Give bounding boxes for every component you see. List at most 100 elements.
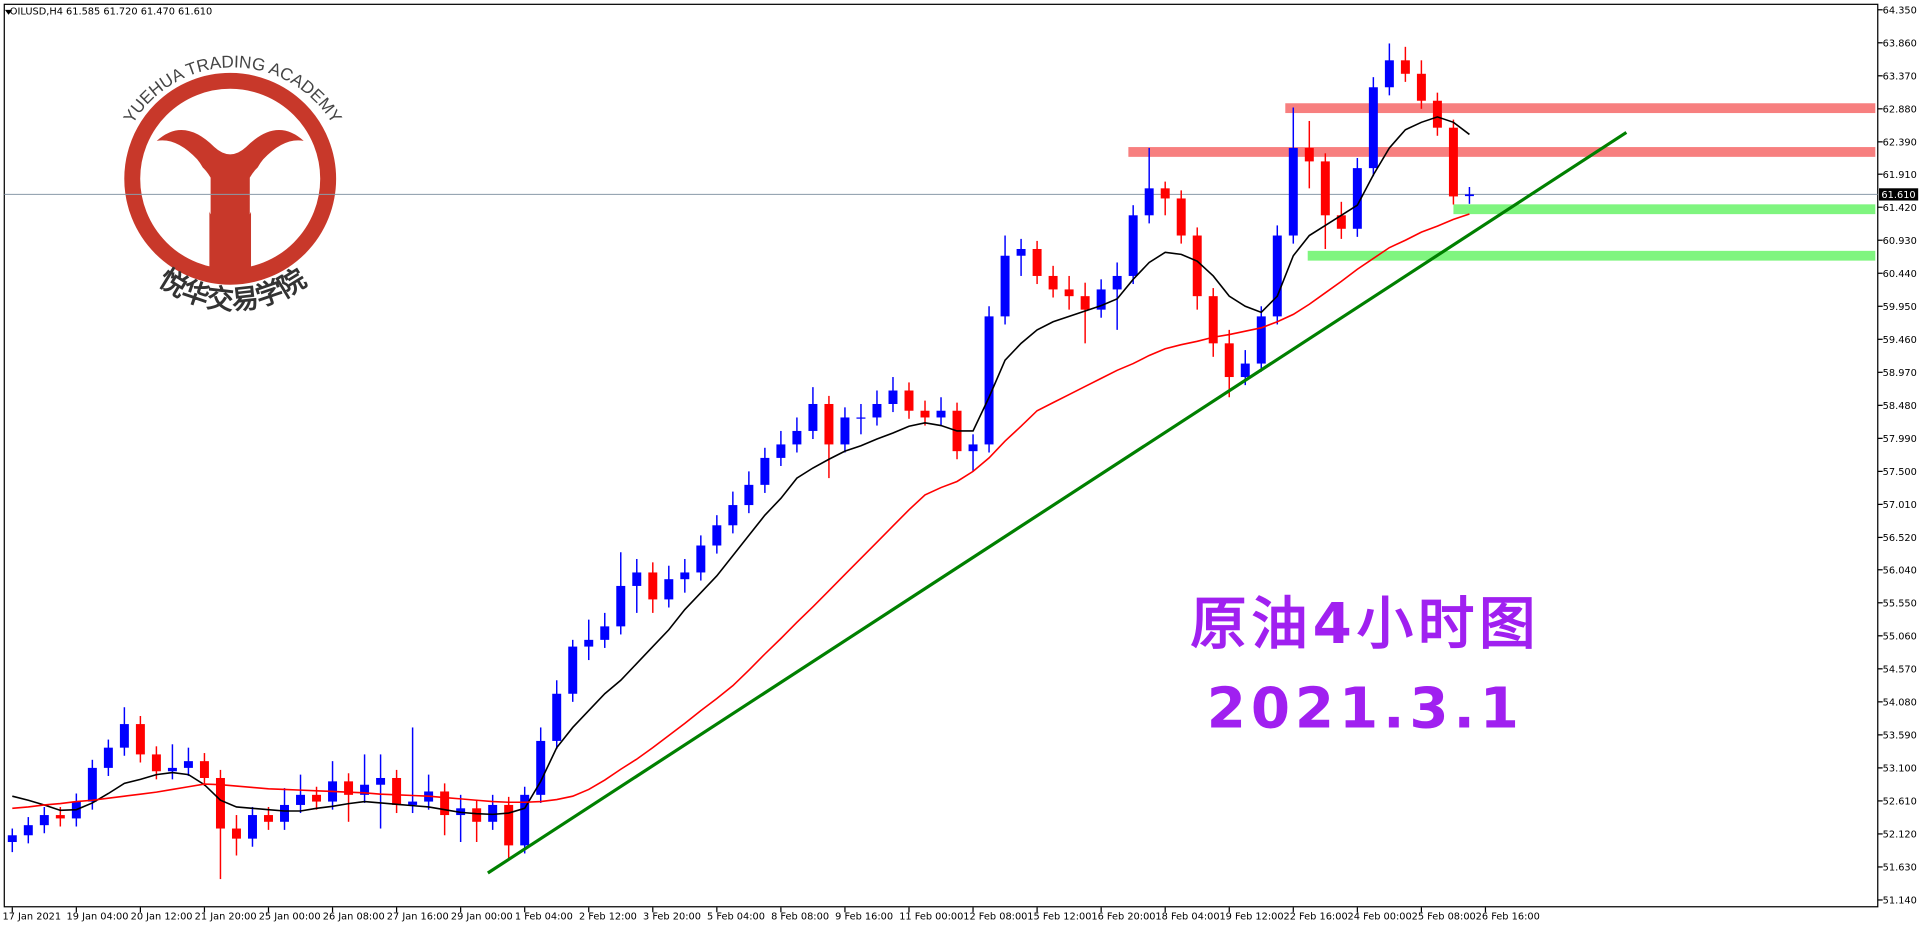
candle-body [696, 545, 706, 573]
header-arrow [4, 9, 13, 15]
candle-body [1256, 316, 1266, 364]
candle-body [824, 403, 834, 445]
candle-body [1048, 275, 1058, 290]
y-tick-label: 54.570 [1883, 664, 1917, 675]
current-price-tag [1878, 188, 1919, 201]
candle-body [183, 761, 193, 768]
x-tick-label: 9 Feb 16:00 [835, 912, 893, 923]
x-tick-label: 26 Jan 08:00 [323, 912, 385, 923]
y-tick-label: 51.140 [1883, 896, 1917, 907]
x-tick-label: 25 Feb 08:00 [1412, 912, 1476, 923]
candle-body [392, 777, 402, 805]
candle-body [840, 417, 850, 445]
candle-body [1176, 198, 1186, 236]
candle-body [1432, 100, 1442, 128]
candle-body [39, 815, 49, 826]
candle-body [1112, 275, 1122, 290]
candle-body [1464, 194, 1474, 197]
annotation: 原油4小时图 [1190, 592, 1540, 657]
candle-body [568, 646, 578, 694]
current-price-label: 61.610 [1881, 190, 1915, 201]
candle-body [247, 815, 257, 839]
candle-body [7, 835, 17, 843]
x-tick-label: 3 Feb 20:00 [643, 912, 701, 923]
candle-body [408, 801, 418, 805]
x-tick-label: 25 Jan 00:00 [259, 912, 321, 923]
x-tick-label: 2 Feb 12:00 [579, 912, 637, 923]
candle-body [888, 390, 898, 404]
candle-body [1240, 363, 1250, 378]
x-tick-label: 12 Feb 08:00 [963, 912, 1027, 923]
candle-body [1032, 248, 1042, 276]
candle-body [87, 767, 97, 802]
candle-body [103, 747, 113, 768]
candle-body [360, 784, 370, 795]
candle-body [1192, 235, 1202, 297]
x-tick-label: 18 Feb 04:00 [1155, 912, 1219, 923]
y-tick-label: 55.550 [1883, 598, 1917, 609]
candle-body [119, 724, 129, 748]
candle-body [167, 767, 177, 772]
y-tick-label: 57.990 [1883, 434, 1917, 445]
candle-body [792, 430, 802, 445]
candle-body [632, 572, 642, 586]
trend-line [486, 131, 1628, 875]
y-tick-label: 62.390 [1883, 138, 1917, 149]
candle-body [664, 579, 674, 600]
y-tick-label: 55.060 [1883, 631, 1917, 642]
candle-body [504, 804, 514, 846]
candle-body [728, 505, 738, 526]
candle-body [280, 804, 289, 822]
candle-body [1144, 188, 1154, 216]
y-tick-label: 53.100 [1883, 764, 1917, 775]
x-tick-label: 19 Jan 04:00 [67, 912, 129, 923]
y-tick-label: 53.590 [1883, 731, 1917, 742]
x-tick-label: 22 Feb 16:00 [1284, 912, 1348, 923]
candle-body [1336, 215, 1346, 229]
plot-frame [3, 3, 1879, 908]
annotation: 2021.3.1 [1207, 676, 1524, 741]
candle-body [1160, 188, 1170, 199]
candle-body [344, 781, 354, 795]
candle-body [552, 693, 562, 741]
candle-body [1000, 255, 1010, 317]
candle-body [215, 777, 225, 829]
y-tick-label: 57.500 [1883, 467, 1917, 478]
candle-body [1416, 73, 1426, 101]
y-tick-label: 59.460 [1883, 335, 1917, 346]
candle-body [616, 585, 626, 627]
y-tick-label: 61.420 [1883, 203, 1917, 214]
candle-body [55, 815, 65, 819]
candle-body [1128, 215, 1138, 276]
moving-average [12, 213, 1470, 810]
candle-body [231, 828, 241, 839]
x-tick-label: 5 Feb 04:00 [707, 912, 765, 923]
x-tick-label: 21 Jan 20:00 [195, 912, 257, 923]
moving-average [12, 116, 1470, 816]
candle-body [312, 794, 322, 802]
y-tick-label: 60.930 [1883, 236, 1917, 247]
y-tick-label: 64.350 [1883, 5, 1917, 16]
x-tick-label: 16 Feb 20:00 [1091, 912, 1155, 923]
candle-body [536, 740, 546, 795]
candle-body [1208, 296, 1218, 344]
candle-body [712, 525, 722, 546]
candle-body [1096, 289, 1106, 310]
x-tick-label: 20 Jan 12:00 [131, 912, 193, 923]
candle-body [296, 794, 306, 805]
logo-ring [124, 72, 337, 285]
y-tick-label: 58.480 [1883, 401, 1917, 412]
candle-body [760, 457, 770, 485]
price-level [1285, 103, 1876, 114]
y-tick-label: 56.040 [1883, 565, 1917, 576]
candle-body [1368, 87, 1378, 169]
price-level [1307, 250, 1876, 261]
candle-body [1288, 147, 1298, 236]
candle-body [984, 316, 994, 445]
x-tick-label: 26 Feb 16:00 [1476, 912, 1540, 923]
candle-body [968, 444, 978, 452]
logo-mark-cut [183, 162, 277, 215]
y-tick-label: 63.370 [1883, 71, 1917, 82]
logo-mark [156, 129, 304, 276]
